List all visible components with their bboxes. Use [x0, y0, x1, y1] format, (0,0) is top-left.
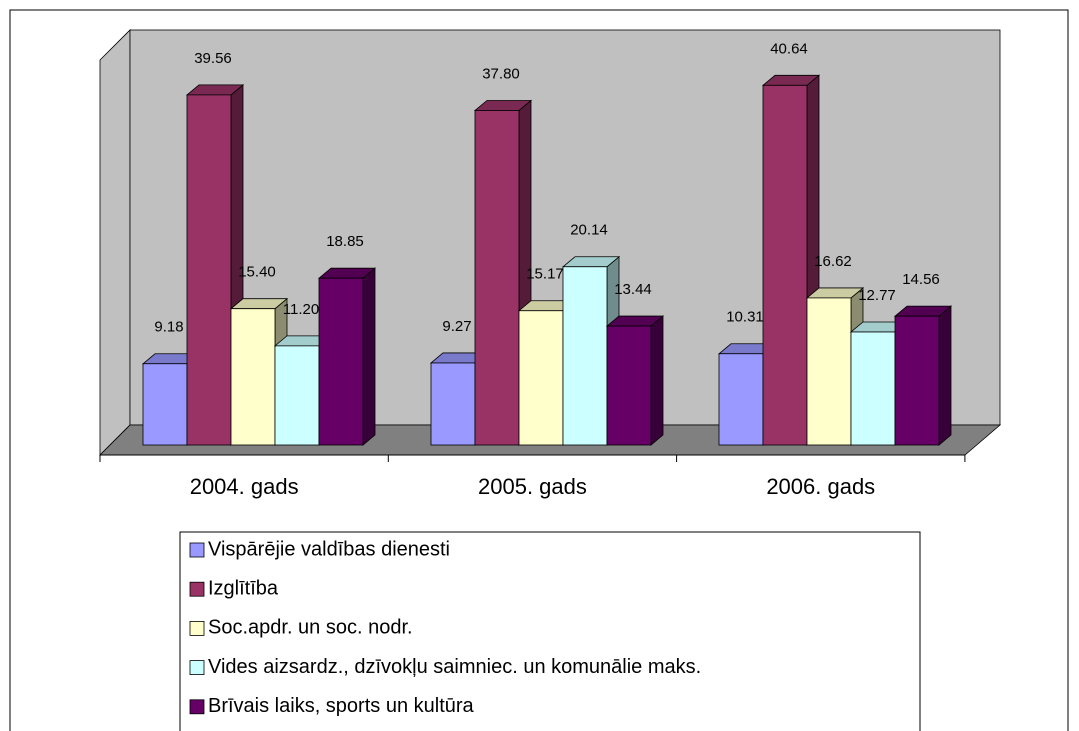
bar: [274, 345, 320, 446]
data-label: 9.27: [442, 318, 471, 335]
data-label: 11.20: [283, 301, 319, 318]
data-label: 15.40: [238, 264, 276, 281]
legend-label: Izglītība: [208, 577, 279, 599]
bar: [718, 353, 764, 446]
data-label: 18.85: [326, 233, 364, 250]
bar: [806, 297, 852, 446]
data-label: 37.80: [482, 65, 520, 82]
bar: [186, 94, 232, 446]
data-label: 16.62: [814, 253, 852, 270]
side-wall: [99, 29, 131, 456]
legend-swatch: [189, 699, 205, 715]
data-label: 20.14: [570, 222, 608, 239]
bar-side: [650, 315, 664, 446]
legend-swatch: [189, 542, 205, 558]
legend-swatch: [189, 581, 205, 597]
chart-frame: [9, 9, 1069, 731]
bar: [562, 266, 608, 446]
bar: [142, 363, 188, 446]
legend-swatch: [189, 660, 205, 675]
bar-side: [362, 267, 376, 446]
bar: [762, 84, 808, 446]
legend-label: Brīvais laiks, sports un kultūra: [208, 695, 475, 717]
data-label: 13.44: [614, 281, 652, 298]
data-label: 40.64: [770, 40, 808, 57]
bar: [894, 315, 940, 446]
bar: [318, 277, 364, 446]
bar: [606, 325, 652, 446]
x-tick-label: 2004. gads: [190, 474, 299, 499]
bar: [430, 362, 476, 446]
bar: [850, 331, 896, 446]
data-label: 9.18: [154, 319, 183, 336]
bar-side: [938, 305, 952, 446]
data-label: 15.17: [526, 266, 564, 283]
legend-swatch: [189, 621, 205, 636]
data-label: 10.31: [726, 309, 764, 326]
x-tick-label: 2005. gads: [478, 474, 587, 499]
bar: [230, 308, 276, 446]
legend-label: Soc.apdr. un soc. nodr.: [208, 617, 413, 639]
legend-label: Vides aizsardz., dzīvokļu saimniec. un k…: [208, 656, 701, 678]
data-label: 14.56: [902, 271, 940, 288]
data-label: 12.77: [858, 287, 896, 304]
bar: [518, 310, 564, 446]
x-tick-label: 2006. gads: [766, 474, 875, 499]
legend-label: Vispārējie valdības dienesti: [208, 538, 450, 560]
legend: [179, 531, 921, 731]
bar: [474, 110, 520, 446]
data-label: 39.56: [194, 50, 232, 67]
